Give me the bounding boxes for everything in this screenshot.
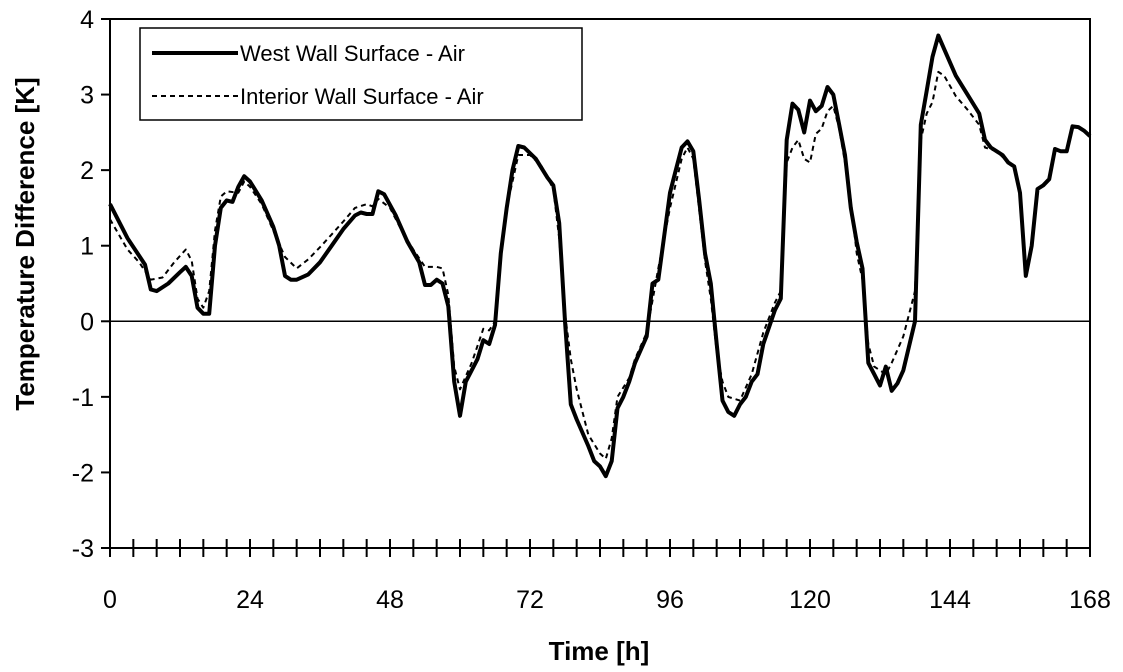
y-axis-title: Temperature Difference [K] <box>10 77 40 410</box>
x-tick-label: 168 <box>1069 586 1111 614</box>
y-tick-label: -3 <box>72 535 94 563</box>
y-tick-label: -1 <box>72 384 94 412</box>
legend-label-west-wall: West Wall Surface - Air <box>240 41 465 66</box>
legend-label-interior-wall: Interior Wall Surface - Air <box>240 84 484 109</box>
legend: West Wall Surface - Air Interior Wall Su… <box>139 27 583 121</box>
axis-layer: 4 3 2 1 0 -1 -2 -3 0 24 48 72 96 120 144 168 <box>72 6 1111 614</box>
y-tick-label: -2 <box>72 459 94 487</box>
y-tick-label: 2 <box>80 157 94 185</box>
series-layer <box>108 33 1092 479</box>
legend-box <box>139 27 583 121</box>
y-tick-label: 3 <box>80 82 94 110</box>
y-tick-label: 0 <box>80 308 94 336</box>
series-line-interior-wall <box>109 70 1015 460</box>
y-tick-label: 1 <box>80 233 94 261</box>
x-tick-label: 96 <box>656 586 684 614</box>
x-tick-label: 72 <box>516 586 544 614</box>
x-tick-label: 144 <box>929 586 971 614</box>
x-axis-title: Time [h] <box>549 636 650 666</box>
x-tick-label: 120 <box>789 586 831 614</box>
x-tick-label: 48 <box>376 586 404 614</box>
x-tick-label: 24 <box>236 586 264 614</box>
y-tick-label: 4 <box>80 6 94 34</box>
x-tick-label: 0 <box>103 586 117 614</box>
series-line-west-wall <box>108 33 1092 479</box>
